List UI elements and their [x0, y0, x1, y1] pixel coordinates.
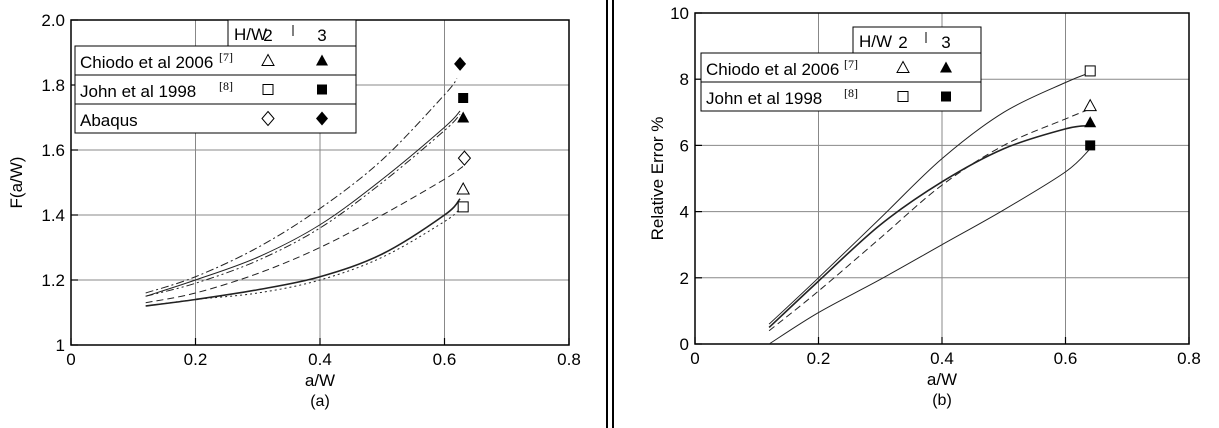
legend-entry-ref: [7]	[219, 50, 233, 64]
y-tick-label: 6	[680, 136, 689, 155]
y-tick-label: 4	[680, 203, 689, 222]
series-line-4	[145, 165, 464, 304]
y-tick-label: 1	[56, 336, 65, 355]
legend-entry-label: John et al 1998	[706, 89, 822, 108]
legend: H/W 2 3 Chiodo et al 2006 [7] John et al 1998…	[700, 26, 982, 112]
series-line-3	[145, 113, 461, 297]
data-marker-filled-triangle	[457, 111, 470, 123]
legend-entry-label: John et al 1998	[80, 82, 196, 101]
x-axis-label: a/W	[927, 370, 957, 389]
x-tick-label: 0.2	[184, 350, 208, 369]
legend-marker-filled-diamond	[316, 111, 328, 126]
legend-marker-open-triangle	[896, 60, 910, 73]
y-axis-label: Relative Error %	[648, 117, 667, 241]
legend-entry-label: Abaqus	[80, 111, 138, 130]
legend-marker-filled-triangle	[316, 54, 328, 66]
data-marker-filled-square	[458, 93, 469, 103]
x-tick-label: 0.6	[433, 350, 457, 369]
data-marker-filled-diamond	[454, 56, 467, 71]
legend-marker-open-triangle	[261, 53, 275, 66]
legend-marker-open-square	[262, 84, 274, 95]
data-marker-open-square	[457, 201, 469, 213]
y-tick-label: 0	[680, 335, 689, 354]
x-tick-label: 0.4	[930, 349, 954, 368]
series-line-2	[768, 108, 1091, 332]
legend-entry-label: Chiodo et al 2006	[80, 53, 213, 72]
y-tick-label: 10	[670, 4, 689, 23]
x-tick-label: 0.8	[557, 350, 581, 369]
x-tick-label: 0.2	[807, 349, 831, 368]
legend-header-label: H/W	[234, 25, 267, 44]
series-line-2	[145, 110, 461, 297]
legend-entry-ref: [8]	[844, 86, 858, 100]
legend-marker-open-square	[897, 91, 909, 102]
curves	[145, 78, 464, 307]
legend-marker-open-diamond	[261, 110, 275, 127]
y-tick-label: 2	[680, 269, 689, 288]
y-axis-label: F(a/W)	[7, 157, 26, 209]
y-tick-label: 8	[680, 70, 689, 89]
curves	[768, 72, 1091, 344]
legend-header-col2: 3	[317, 26, 326, 45]
x-tick-label: 0.4	[308, 350, 332, 369]
y-tick-label: 2.0	[41, 11, 65, 30]
x-tick-label: 0	[690, 349, 699, 368]
legend-header-box	[227, 19, 357, 47]
panel-caption: (b)	[932, 392, 952, 409]
data-marker-open-square	[1084, 65, 1096, 77]
series-line-1	[768, 72, 1091, 325]
legend-marker-filled-square	[317, 84, 327, 95]
series-line-1	[145, 78, 458, 294]
legend-rows-box	[74, 45, 357, 134]
legend-header-label: H/W	[859, 32, 892, 51]
data-marker-filled-triangle	[1084, 116, 1097, 128]
series-line-4	[768, 148, 1091, 344]
y-tick-label: 1.2	[41, 271, 65, 290]
data-marker-filled-square	[1085, 140, 1096, 151]
data-marker-open-triangle	[456, 181, 471, 195]
series-line-3	[768, 124, 1091, 329]
legend: H/W2 3 Chiodo et al 2006 [7] John et al 1998…	[74, 19, 357, 134]
legend-header-col1: 2	[263, 26, 272, 45]
legend-entry-ref: [8]	[219, 79, 233, 93]
x-tick-label: 0.6	[1054, 349, 1078, 368]
legend-entry-ref: [7]	[844, 57, 858, 71]
legend-marker-filled-square	[941, 91, 951, 102]
series-line-6	[145, 208, 461, 307]
data-marker-open-diamond	[457, 150, 472, 166]
data-marker-open-triangle	[1083, 98, 1098, 112]
legend-header-box	[852, 26, 982, 54]
legend-header-col2: 3	[941, 33, 950, 52]
y-tick-label: 1.8	[41, 76, 65, 95]
legend-header-col1: 2	[898, 33, 907, 52]
x-tick-label: 0	[66, 350, 75, 369]
panel-caption: (a)	[310, 393, 330, 410]
chart-a: 0 0.2 0.4 0.6 0.8 1 1.2 1.4 1.6 1.8 2.0 a/W (a) F(a/W…	[7, 11, 581, 410]
x-axis-label: a/W	[305, 371, 335, 390]
y-tick-label: 1.6	[41, 141, 65, 160]
legend-marker-filled-triangle	[940, 61, 952, 73]
chart-b: 0 0.2 0.4 0.6 0.8 0 2 4 6 8 10 a/W (b) Relative Error…	[648, 4, 1201, 409]
x-tick-label: 0.8	[1177, 349, 1201, 368]
legend-entry-label: Chiodo et al 2006	[706, 60, 839, 79]
y-tick-label: 1.4	[41, 206, 65, 225]
